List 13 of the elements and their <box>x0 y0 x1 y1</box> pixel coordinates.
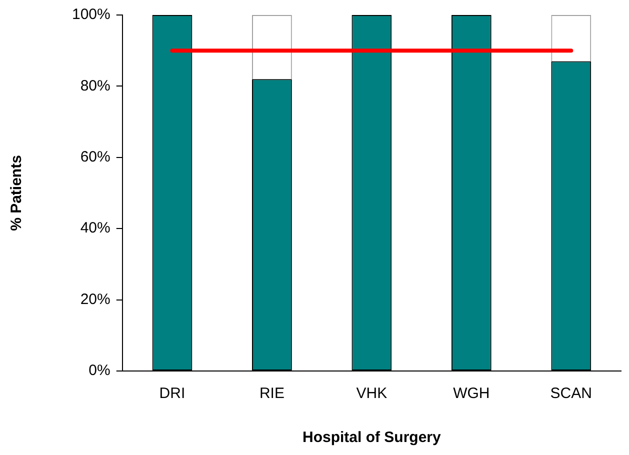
x-tick-label: VHK <box>356 385 388 402</box>
x-axis-title: Hospital of Surgery <box>302 429 442 446</box>
x-tick-label: WGH <box>453 385 490 402</box>
x-tick-label: RIE <box>259 385 284 402</box>
x-tick-label: DRI <box>159 385 186 402</box>
y-tick-label: 60% <box>80 148 110 166</box>
y-tick-label: 80% <box>80 77 110 94</box>
y-tick-label: 40% <box>80 220 110 237</box>
y-axis-title: % Patients <box>8 155 26 231</box>
y-tick-label: 100% <box>72 6 110 24</box>
x-tick-label: SCAN <box>550 385 592 402</box>
y-tick-label: 0% <box>88 362 110 380</box>
y-tick-label: 20% <box>80 290 110 308</box>
